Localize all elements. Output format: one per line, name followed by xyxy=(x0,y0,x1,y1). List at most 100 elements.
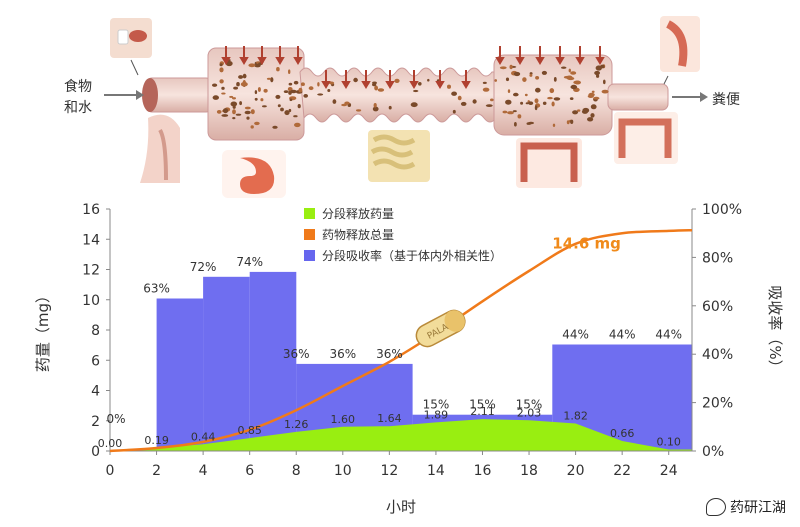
drug-particle xyxy=(561,66,567,69)
drug-particle xyxy=(410,102,418,108)
drug-particle xyxy=(329,81,335,85)
drug-particle xyxy=(222,108,229,114)
x-tick-label: 16 xyxy=(474,463,492,479)
colon-image xyxy=(516,138,582,188)
legend-swatch xyxy=(304,208,315,219)
drug-particle xyxy=(505,99,512,105)
drug-particle xyxy=(229,95,234,98)
drug-particle xyxy=(212,95,219,100)
absorption-value-label: 15% xyxy=(469,398,496,412)
drug-particle xyxy=(270,77,274,83)
drug-particle xyxy=(451,91,457,96)
release-arrow-head xyxy=(409,81,419,89)
mouth-image xyxy=(110,18,152,58)
release-arrow-head xyxy=(321,81,331,89)
drug-particle xyxy=(239,101,243,106)
drug-particle xyxy=(294,122,301,128)
x-tick-label: 0 xyxy=(106,463,115,479)
drug-particle xyxy=(275,94,281,99)
gi-tract-diagram xyxy=(104,16,708,198)
drug-particle xyxy=(514,122,517,127)
drug-particle xyxy=(290,89,297,94)
drug-particle xyxy=(216,110,222,114)
capsule-cap xyxy=(444,310,465,332)
tube-opening xyxy=(142,78,158,112)
y-right-tick-label: 40% xyxy=(702,347,733,363)
drug-particle xyxy=(317,93,324,96)
drug-particle xyxy=(254,90,258,95)
x-tick-label: 6 xyxy=(245,463,254,479)
drug-particles xyxy=(212,59,609,129)
drug-particle xyxy=(568,68,571,73)
drug-particle xyxy=(587,117,594,122)
drug-particle xyxy=(551,101,555,107)
drug-particle xyxy=(482,87,490,92)
drug-particle xyxy=(582,107,590,113)
drug-particle xyxy=(262,105,267,108)
drug-particle xyxy=(235,113,242,116)
release-arrow-head xyxy=(595,57,605,65)
drug-particle xyxy=(219,67,224,73)
drug-particle xyxy=(250,125,254,129)
drug-particle xyxy=(232,109,236,115)
drug-particle xyxy=(494,79,498,82)
drug-particle xyxy=(570,119,574,125)
drug-particle xyxy=(219,63,223,67)
release-arrow-head xyxy=(275,57,285,65)
drug-particle xyxy=(590,113,595,118)
drug-particle xyxy=(600,64,605,69)
drug-particle xyxy=(260,98,264,102)
absorption-value-label: 44% xyxy=(655,328,682,342)
drug-particle xyxy=(590,104,597,110)
drug-particle xyxy=(522,77,527,82)
drug-particle xyxy=(588,92,595,97)
drug-particle xyxy=(457,95,462,101)
drug-particle xyxy=(232,97,236,100)
release-arrow-head xyxy=(361,81,371,89)
y-left-tick-label: 0 xyxy=(91,444,100,460)
drug-particle xyxy=(603,79,606,85)
drug-particle xyxy=(388,105,392,110)
drug-particle xyxy=(280,107,284,112)
drug-particle xyxy=(284,110,290,116)
legend-label: 分段吸收率（基于体内外相关性） xyxy=(322,248,502,263)
legend-swatch xyxy=(304,250,315,261)
drug-particle xyxy=(528,101,534,105)
drug-particle xyxy=(529,73,533,77)
drug-particle xyxy=(248,63,256,68)
drug-particle xyxy=(601,89,609,94)
absorption-value-label: 36% xyxy=(329,347,356,361)
y-right-tick-label: 0% xyxy=(702,444,724,460)
release-arrow-head xyxy=(555,57,565,65)
y-left-tick-label: 4 xyxy=(91,384,100,400)
drug-particle xyxy=(517,114,522,119)
drug-particle xyxy=(377,88,385,92)
drug-particle xyxy=(244,110,251,115)
drug-particle xyxy=(418,82,422,86)
x-tick-label: 8 xyxy=(292,463,301,479)
legend-label: 分段释放药量 xyxy=(322,206,394,221)
drug-particle xyxy=(288,82,293,86)
drug-particle xyxy=(534,98,539,104)
drug-particle xyxy=(317,82,320,87)
total-release-line xyxy=(109,228,693,453)
absorption-value-label: 15% xyxy=(516,398,543,412)
intestine-villi-image xyxy=(368,130,430,182)
drug-particle xyxy=(570,84,578,90)
drug-particle xyxy=(250,109,255,115)
drug-particle xyxy=(293,80,299,85)
drug-particle xyxy=(394,78,400,83)
drug-particle xyxy=(573,80,581,85)
y-right-tick-label: 20% xyxy=(702,396,733,412)
drug-particle xyxy=(344,101,350,105)
drug-particle xyxy=(566,120,570,125)
drug-particle xyxy=(553,97,561,101)
drug-particle xyxy=(221,86,225,90)
drug-particle xyxy=(570,71,577,75)
drug-particle xyxy=(277,104,281,108)
drug-particle xyxy=(332,99,337,104)
y-left-tick-label: 6 xyxy=(91,353,100,369)
drug-particle xyxy=(567,76,575,81)
y-left-tick-label: 14 xyxy=(82,232,100,248)
